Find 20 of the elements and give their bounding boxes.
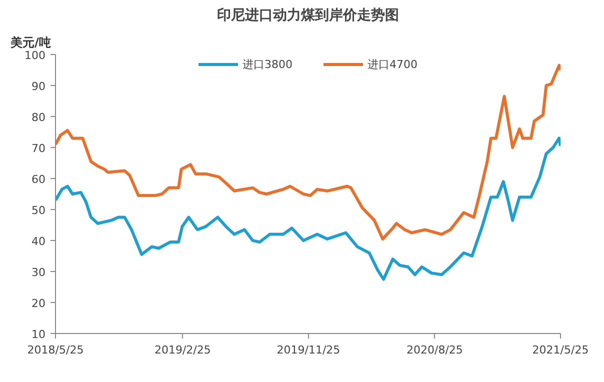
- y-tick-label: 80: [32, 111, 46, 124]
- y-tick-label: 10: [32, 328, 46, 341]
- y-tick-label: 90: [32, 80, 46, 93]
- x-tick-label: 2020/8/25: [406, 344, 463, 356]
- y-axis-title: 美元/吨: [10, 36, 51, 50]
- x-tick-label: 2019/2/25: [154, 344, 211, 356]
- chart-title: 印尼进口动力煤到岸价走势图: [217, 8, 399, 24]
- y-tick-label: 60: [32, 173, 46, 186]
- y-tick-label: 70: [32, 142, 46, 155]
- y-tick-label: 100: [24, 49, 46, 62]
- x-tick-label: 2018/5/25: [27, 344, 84, 356]
- x-tick-label: 2019/11/25: [276, 344, 340, 356]
- line-series: [56, 136, 560, 281]
- y-tick-label: 40: [32, 235, 46, 248]
- y-tick-label: 30: [32, 266, 46, 279]
- y-tick-label: 50: [32, 204, 46, 217]
- legend-label: 进口3800: [242, 56, 292, 72]
- y-tick-label: 20: [32, 297, 46, 310]
- x-tick-label: 2021/5/25: [532, 344, 589, 356]
- legend-label: 进口4700: [368, 56, 418, 72]
